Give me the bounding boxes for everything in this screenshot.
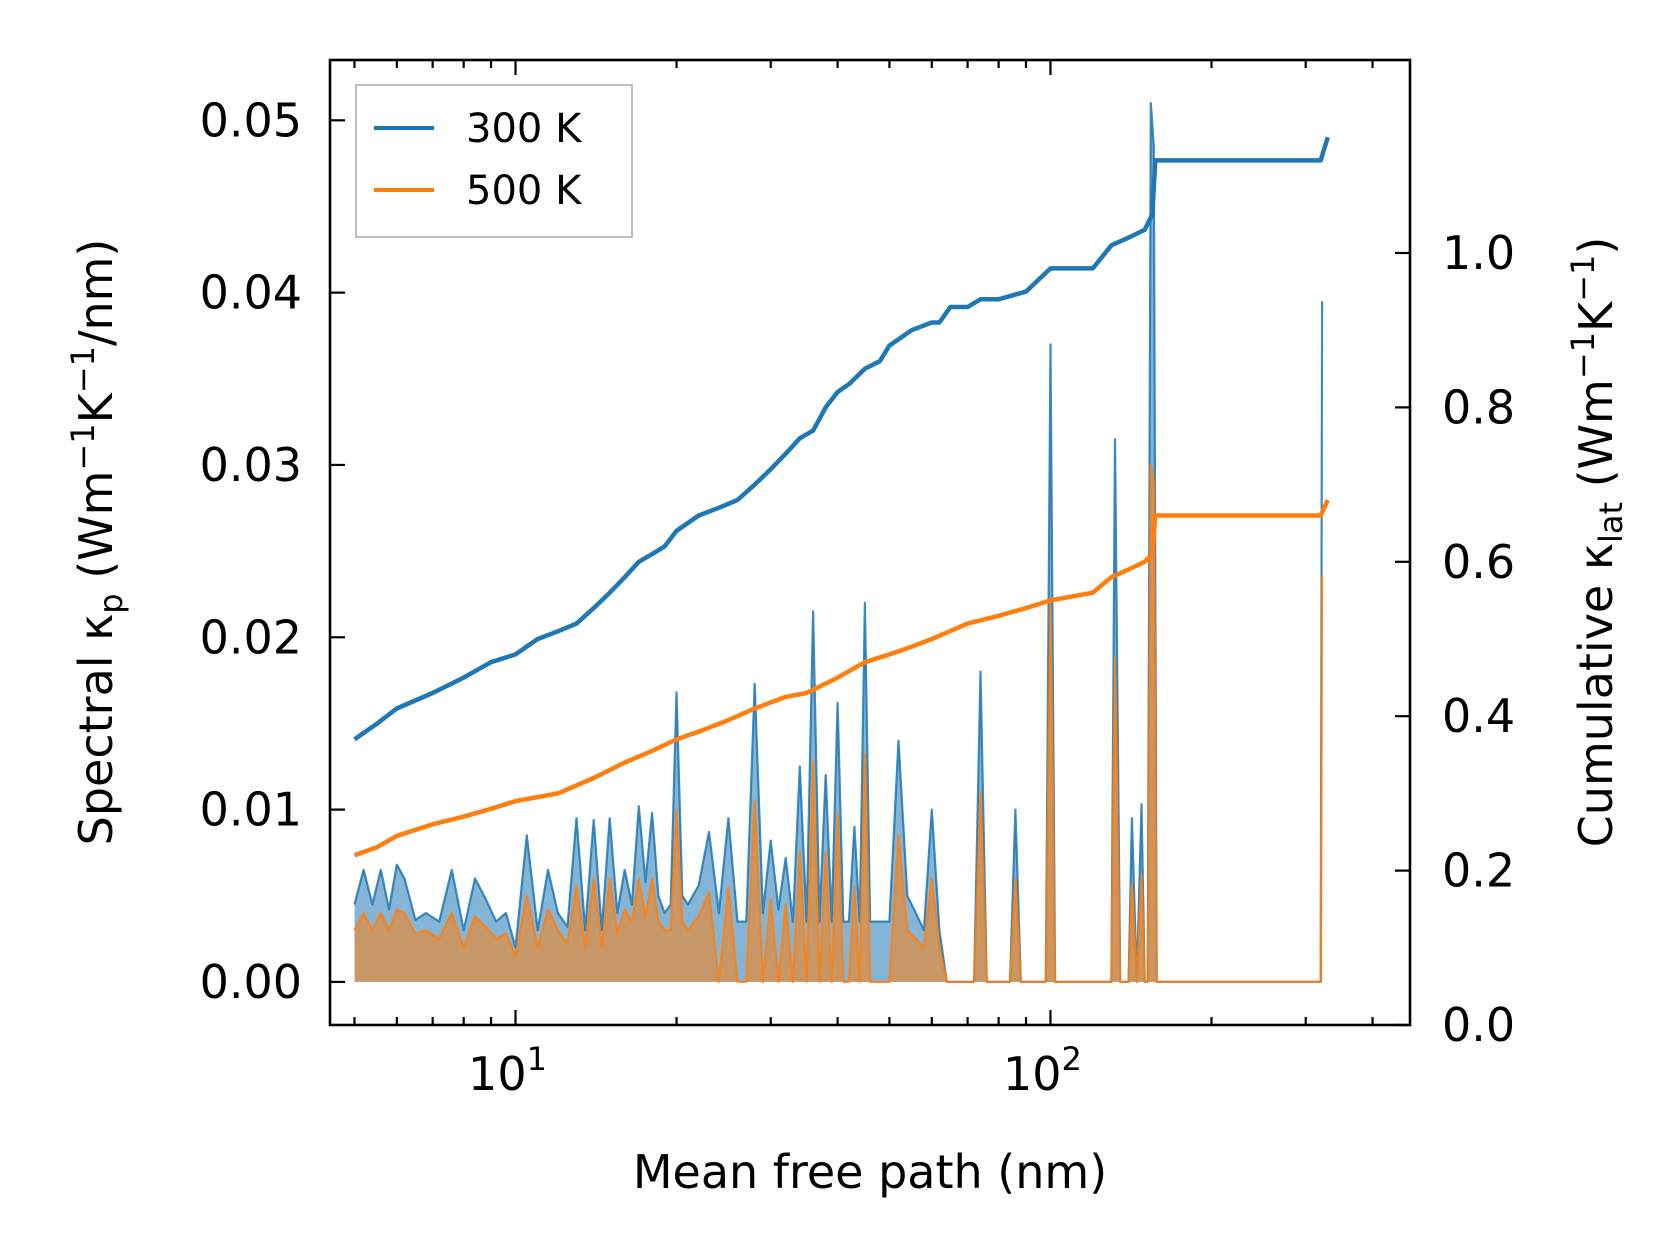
y-right-tick-label: 0.2: [1442, 844, 1515, 898]
legend: 300 K 500 K: [355, 84, 633, 238]
spectral-area-300k: [354, 103, 1323, 982]
legend-label-300k: 300 K: [466, 106, 583, 152]
plot-frame: [328, 58, 1412, 1027]
y-right-tick-label: 0.6: [1442, 535, 1515, 589]
y-left-axis-title: Spectral κp (Wm−1K−1/nm): [64, 239, 130, 846]
spectral-fill-layer: [353, 101, 1324, 984]
y-left-tick-label: 0.04: [200, 266, 302, 320]
cumulative-line-300k: [353, 136, 1330, 742]
x-tick-label: 102: [1003, 1040, 1082, 1101]
ticks-layer: [330, 60, 1410, 1027]
legend-label-500k: 500 K: [466, 168, 583, 214]
legend-box: [355, 84, 633, 238]
x-axis-title: Mean free path (nm): [633, 1145, 1107, 1199]
y-left-tick-label: 0.03: [200, 438, 302, 492]
y-right-tick-label: 0.4: [1442, 689, 1515, 743]
y-left-tick-label: 0.02: [200, 610, 302, 664]
tick-labels-layer: 101 102 0.00 0.01 0.02 0.03 0.04 0.05 0.0 0.2 0.4 0…: [200, 93, 1516, 1101]
x-tick-label: 101: [468, 1040, 547, 1101]
spectral-line-500k: [353, 463, 1324, 984]
spectral-area-500k: [354, 465, 1323, 982]
y-left-tick-label: 0.01: [200, 783, 302, 837]
cumulative-line-500k: [353, 499, 1330, 858]
y-right-tick-label: 0.0: [1442, 998, 1515, 1052]
y-left-tick-label: 0.05: [200, 93, 302, 147]
y-right-tick-label: 0.8: [1442, 380, 1515, 434]
y-left-tick-label: 0.00: [200, 955, 302, 1009]
cumulative-line-layer: [353, 136, 1330, 858]
y-right-tick-label: 1.0: [1442, 226, 1515, 280]
